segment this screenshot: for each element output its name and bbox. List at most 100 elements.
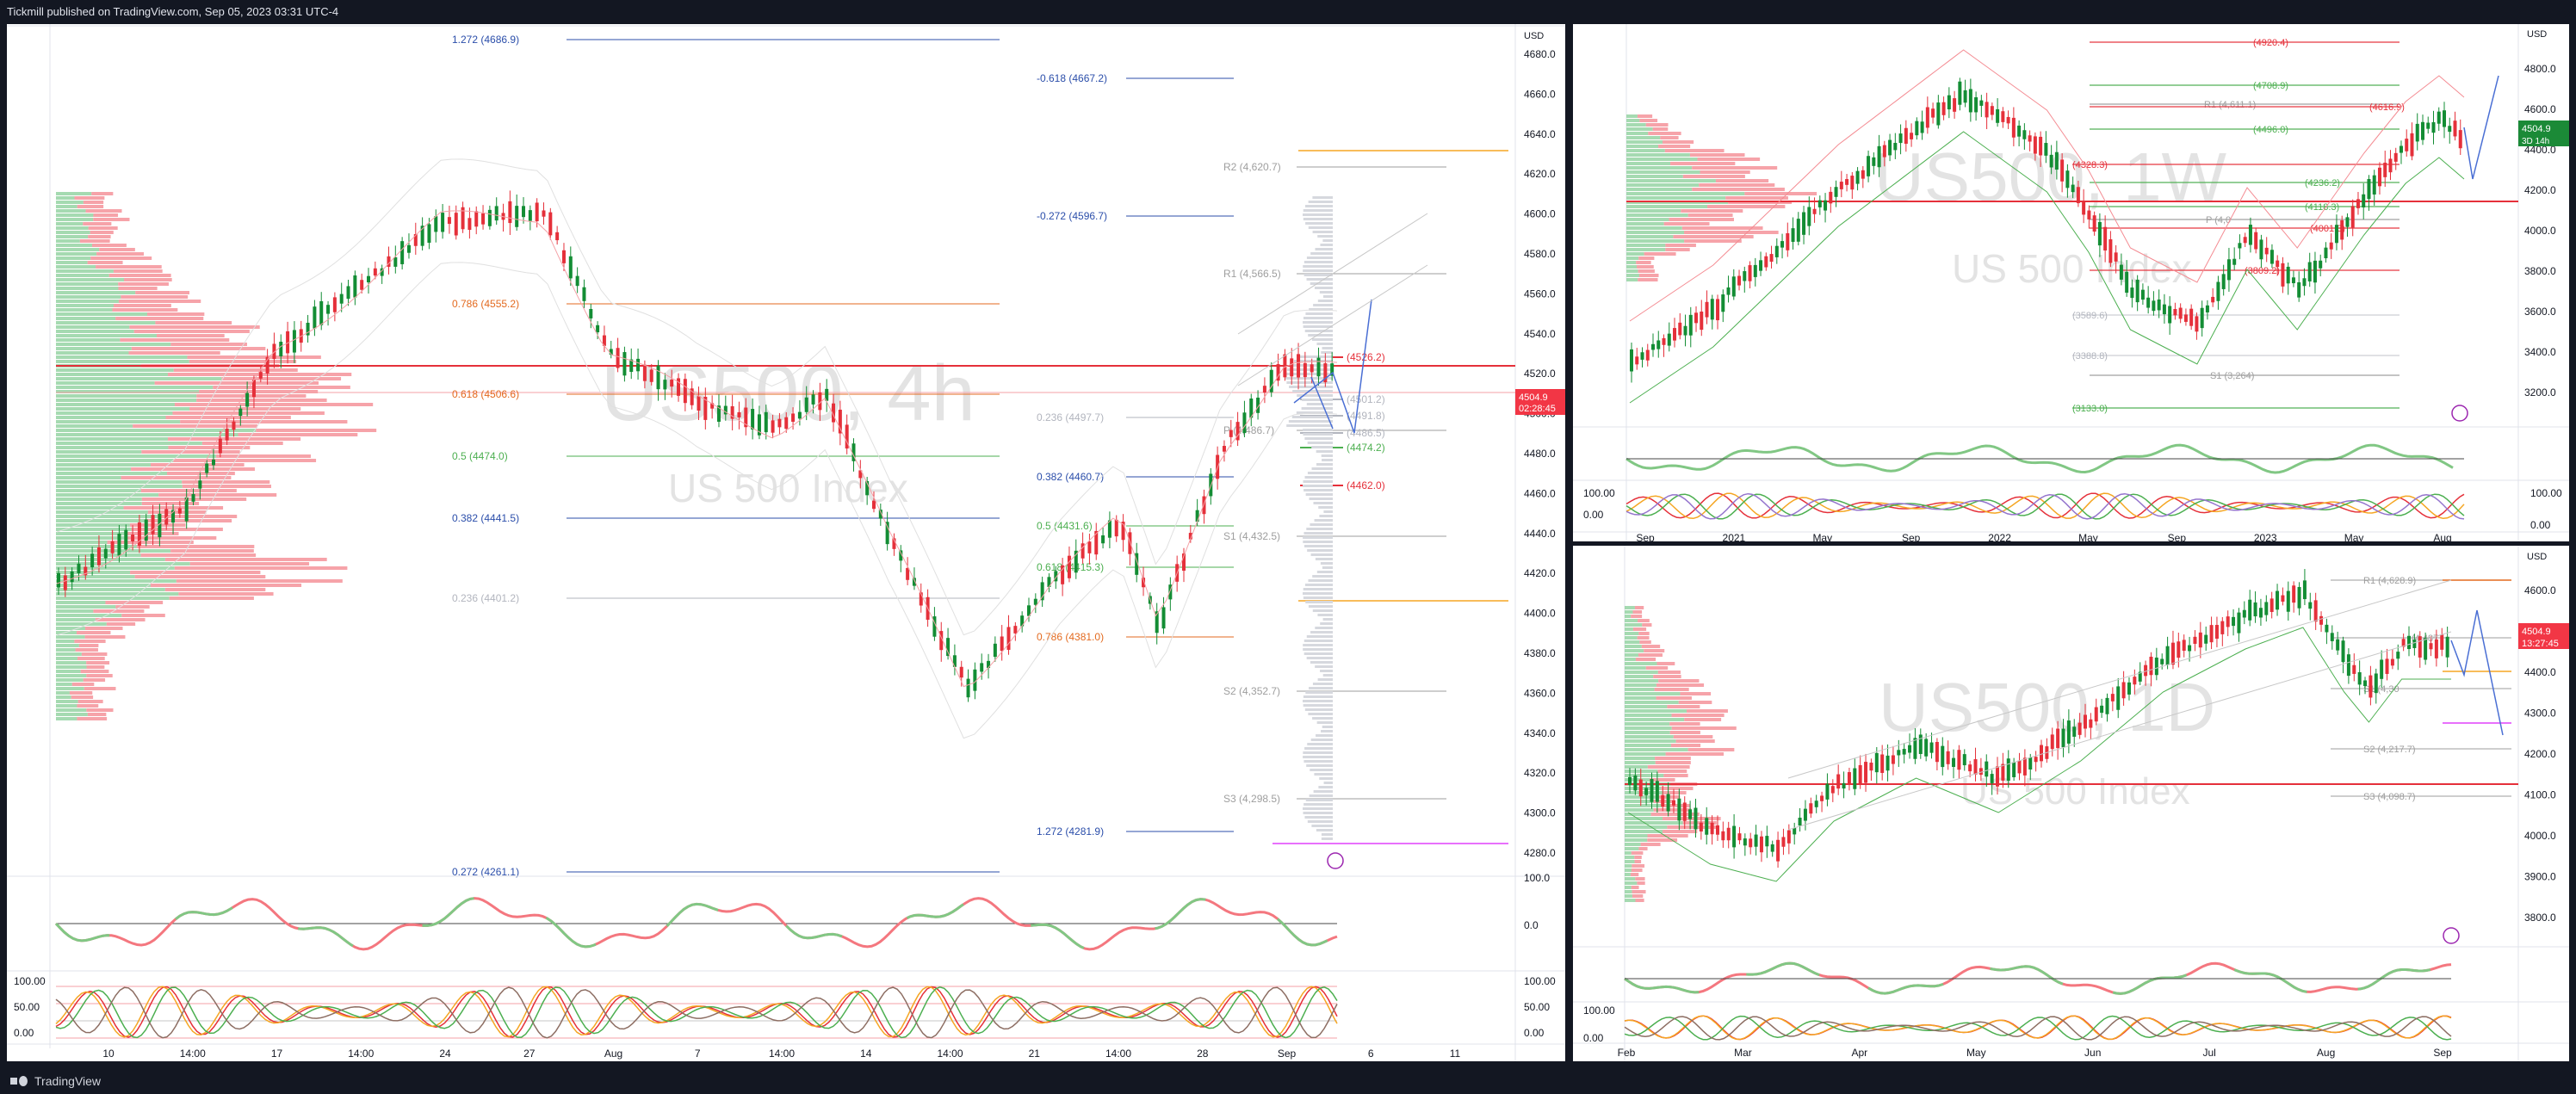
candle-down — [1310, 364, 1314, 373]
candle-down — [2034, 757, 2038, 763]
volume-profile-bar-up — [1625, 705, 1668, 708]
volume-profile-bar-up — [1626, 274, 1639, 277]
candle-up — [2431, 121, 2436, 133]
candle-up — [2065, 170, 2070, 189]
candle-down — [1635, 356, 1639, 365]
candle-up — [2248, 599, 2252, 621]
price-tag — [2518, 623, 2569, 649]
candle-up — [764, 411, 768, 433]
candle-up — [1936, 102, 1941, 126]
volume-profile-bar-up — [56, 605, 116, 609]
main-chart-4h[interactable]: USD 4680.0 4660.0 4640.0 4620.0 4600.0 4580.0 4… — [7, 24, 1565, 1061]
candle-up — [899, 550, 903, 561]
candle-up — [1770, 844, 1774, 852]
price-tick: 4300.0 — [1524, 807, 1556, 819]
candle-up — [77, 563, 81, 573]
volume-profile-bar-down — [170, 549, 254, 553]
candle-down — [1820, 795, 1824, 801]
volume-profile-bar-up — [1625, 757, 1656, 760]
candle-up — [2407, 635, 2412, 650]
volume-profile-bar-up — [56, 265, 96, 269]
candle-down — [1013, 626, 1018, 634]
stoch-left-tick: 0.00 — [14, 1027, 34, 1039]
candle-down — [2011, 117, 2016, 138]
candle-up — [1655, 781, 1659, 802]
watermark-name: US 500 Index — [1960, 770, 2190, 813]
candle-down — [1061, 565, 1065, 584]
time-tick: 14:00 — [348, 1048, 374, 1060]
candle-up — [346, 286, 350, 300]
candle-down — [2060, 159, 2065, 182]
fib-label-left: 0.272 (4261.1) — [452, 866, 519, 878]
candle-up — [811, 394, 815, 405]
candle-up — [393, 257, 398, 267]
volume-profile-bar-down — [1670, 162, 1736, 165]
volume-profile-right-bar — [1321, 351, 1333, 354]
candle-down — [1864, 762, 1868, 783]
candle-up — [797, 411, 802, 419]
volume-profile-bar-down — [87, 261, 123, 264]
candle-down — [1769, 254, 1774, 263]
time-tick: May — [2078, 532, 2098, 541]
candle-up — [1731, 276, 1736, 297]
volume-profile-bar-down — [238, 433, 358, 436]
time-tick: 2023 — [2254, 532, 2277, 541]
weekly-chart[interactable]: USD 4800.0 4600.0 4400.0 4200.0 4000.0 3800.0 3… — [1573, 24, 2569, 541]
volume-profile-right-bar — [1315, 627, 1333, 629]
volume-profile-bar-up — [1625, 739, 1676, 743]
rsi-line — [1625, 443, 2454, 474]
candle-up — [2049, 154, 2053, 168]
stoch-line — [55, 986, 1338, 1039]
volume-profile-bar-up — [1626, 127, 1653, 131]
candle-up — [2437, 111, 2441, 124]
candle-down — [1121, 522, 1125, 541]
volume-profile-right-bar — [1303, 480, 1333, 483]
level-label: (4496.0) — [2253, 125, 2288, 135]
candle-down — [2103, 226, 2108, 251]
daily-chart[interactable]: USD4600.04500.04400.04300.04200.04100.04… — [1573, 546, 2569, 1061]
candle-up — [2415, 123, 2419, 142]
candle-up — [596, 324, 600, 333]
volume-profile-bar-down — [1656, 683, 1705, 687]
candle-down — [84, 566, 88, 576]
volume-profile-bar-up — [56, 493, 159, 497]
candle-up — [1256, 397, 1260, 413]
candle-up — [825, 388, 829, 401]
candle-down — [1006, 627, 1011, 650]
candle-down — [1114, 519, 1118, 537]
volume-profile-right-bar — [1303, 652, 1333, 655]
candle-up — [434, 216, 438, 232]
time-tick: Sep — [2168, 532, 2187, 541]
volume-profile-right-bar — [1304, 330, 1333, 332]
candle-down — [2108, 238, 2113, 263]
volume-profile-bar-down — [81, 652, 108, 656]
volume-profile-bar-down — [1648, 132, 1681, 135]
volume-profile-right-bar — [1310, 769, 1333, 771]
price-tick: 4300.0 — [2524, 708, 2556, 720]
volume-profile-bar-up — [1625, 610, 1633, 614]
candle-down — [1786, 830, 1791, 844]
envelope-line — [56, 262, 1338, 739]
volume-profile-right-bar — [1317, 678, 1333, 681]
volume-profile-bar-up — [56, 545, 137, 548]
volume-profile-bar-up — [1625, 761, 1656, 764]
candle-up — [1710, 299, 1714, 320]
volume-profile-bar-up — [1625, 847, 1639, 850]
candle-down — [771, 420, 775, 433]
volume-profile-bar-down — [169, 596, 254, 600]
volume-profile-bar-up — [1625, 649, 1644, 652]
candle-up — [1033, 598, 1037, 605]
volume-profile-bar-down — [1686, 709, 1728, 713]
watermark-symbol: US500, 4h — [601, 349, 975, 437]
volume-profile-bar-up — [1626, 149, 1665, 152]
candle-down — [2269, 598, 2274, 612]
volume-profile-bar-down — [1632, 627, 1647, 631]
candle-down — [1737, 833, 1742, 841]
time-tick: 2022 — [1988, 532, 2011, 541]
candle-down — [454, 213, 458, 236]
volume-profile-bar-up — [1625, 666, 1646, 670]
volume-profile-bar-down — [1687, 213, 1733, 217]
time-tick: 17 — [271, 1048, 283, 1060]
volume-profile-bar-up — [56, 424, 133, 428]
volume-profile-right-bar — [1307, 549, 1333, 552]
